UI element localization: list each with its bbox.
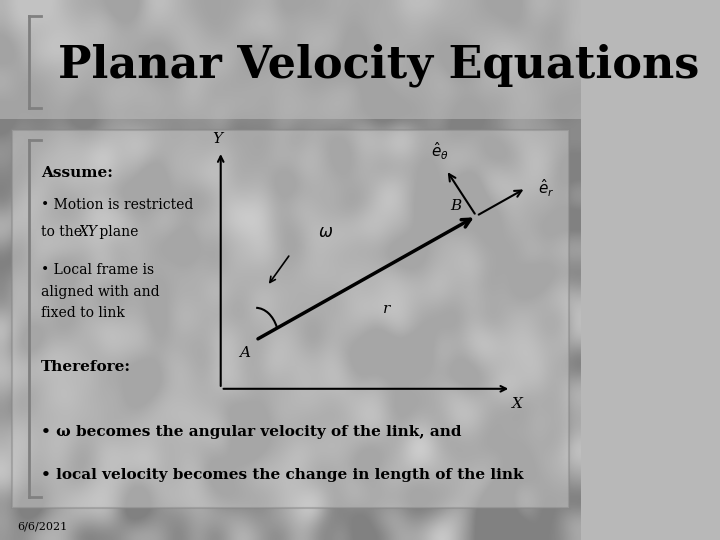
Text: plane: plane (94, 225, 138, 239)
Text: $\hat{e}_r$: $\hat{e}_r$ (538, 177, 554, 199)
Text: • local velocity becomes the change in length of the link: • local velocity becomes the change in l… (40, 468, 523, 482)
FancyBboxPatch shape (12, 130, 570, 508)
Text: Assume:: Assume: (40, 166, 112, 180)
Text: Therefore:: Therefore: (40, 360, 130, 374)
Text: r: r (382, 302, 390, 316)
Text: X: X (511, 397, 523, 411)
FancyBboxPatch shape (0, 0, 581, 119)
Text: to the: to the (40, 225, 86, 239)
Text: $\omega$: $\omega$ (318, 224, 333, 241)
Text: $\hat{e}_\theta$: $\hat{e}_\theta$ (431, 140, 449, 161)
Text: • Local frame is: • Local frame is (40, 263, 154, 277)
Text: A: A (239, 346, 250, 360)
Text: XY: XY (78, 225, 97, 239)
Text: • ω becomes the angular velocity of the link, and: • ω becomes the angular velocity of the … (40, 425, 461, 439)
Text: fixed to link: fixed to link (40, 306, 125, 320)
Text: 6/6/2021: 6/6/2021 (17, 522, 68, 531)
Text: B: B (451, 199, 462, 213)
Text: Planar Velocity Equations: Planar Velocity Equations (58, 43, 699, 86)
Text: aligned with and: aligned with and (40, 285, 159, 299)
Text: • Motion is restricted: • Motion is restricted (40, 198, 193, 212)
Text: Y: Y (212, 132, 223, 146)
